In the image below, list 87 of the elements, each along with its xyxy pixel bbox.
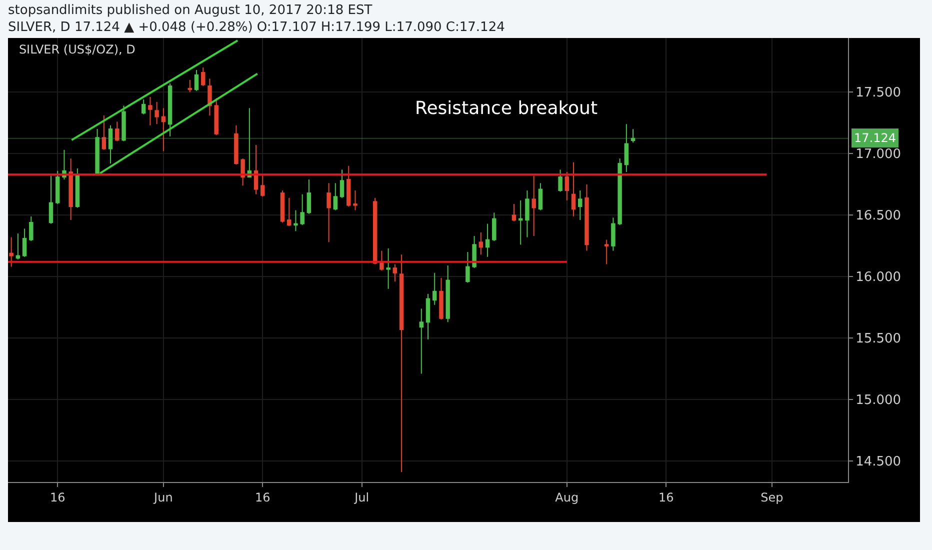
candlestick	[95, 128, 100, 176]
candlestick	[466, 252, 470, 284]
y-tick-label: 14.500	[856, 454, 902, 470]
candlestick	[9, 236, 14, 268]
candlestick	[372, 197, 378, 265]
candlestick	[604, 239, 609, 265]
candlestick	[399, 254, 404, 473]
candlestick	[472, 236, 476, 268]
candlestick	[260, 175, 265, 198]
candlestick	[584, 184, 589, 252]
candlestick	[148, 96, 152, 126]
candlestick	[630, 128, 636, 144]
candlestick	[16, 233, 20, 260]
candlestick	[115, 121, 120, 142]
x-tick-label: Jun	[153, 490, 173, 504]
candlestick	[439, 277, 444, 320]
candlestick	[29, 216, 34, 242]
candlestick	[194, 69, 199, 92]
candlestick	[525, 190, 530, 238]
candlestick	[188, 79, 192, 93]
candlestick	[161, 108, 166, 152]
candlestick	[108, 124, 113, 164]
x-tick-label: Jul	[354, 490, 370, 504]
candlestick	[141, 99, 146, 115]
x-tick-label: 16	[658, 490, 674, 504]
chart-title: SILVER (US$/OZ), D	[18, 42, 136, 57]
candlestick	[333, 182, 338, 211]
candlestick	[55, 170, 60, 205]
candlestick	[426, 293, 430, 340]
candlestick	[611, 217, 616, 252]
candlestick	[353, 190, 358, 211]
candlestick	[340, 169, 344, 198]
candlestick	[306, 178, 312, 214]
candlestick	[102, 114, 106, 150]
candlestick	[294, 210, 298, 232]
candlestick	[168, 83, 172, 137]
candlestick	[214, 98, 218, 136]
candlestick	[518, 200, 523, 246]
y-tick-label: 16.000	[856, 270, 902, 286]
candlestick	[286, 197, 292, 227]
candlestick	[22, 228, 27, 258]
y-tick-label: 17.000	[856, 147, 902, 162]
candlestick	[201, 67, 206, 86]
y-tick-label: 15.500	[856, 332, 902, 347]
candlestick	[512, 204, 516, 222]
candlestick	[154, 101, 159, 125]
candlestick	[618, 158, 622, 226]
candlestick	[419, 308, 424, 374]
candlestick	[48, 175, 54, 224]
text: stopsandlimits published on August 10, 2017 20:18 EST	[8, 3, 372, 18]
x-tick-label: 16	[255, 490, 270, 504]
candlestick	[208, 78, 212, 116]
y-tick-label: 15.000	[856, 393, 902, 408]
chart-subtitle: SILVER, D 17.124 ▲ +0.048 (+0.28%) O:17.107 H:17.199 L:17.090 C:17.124	[8, 20, 505, 35]
candlestick	[571, 162, 576, 217]
candlestick	[446, 265, 450, 323]
candlestick	[300, 194, 304, 226]
ref-line-label: 17.124	[854, 131, 896, 145]
candlestick	[326, 182, 331, 243]
candlestick	[478, 232, 484, 255]
candlestick	[432, 272, 437, 306]
candlestick	[492, 212, 496, 242]
candlestick	[75, 168, 80, 208]
candlestick	[380, 250, 384, 271]
candlestick	[254, 144, 258, 195]
candlestick	[578, 190, 582, 221]
candlestick	[346, 165, 351, 207]
candlestick	[532, 175, 536, 237]
y-tick-label: 16.500	[856, 208, 902, 224]
candlestick	[624, 124, 629, 173]
candlestick	[558, 169, 562, 192]
x-tick-label: Sep	[760, 490, 784, 504]
candlestick	[234, 124, 238, 166]
y-tick-label: 17.500	[856, 86, 902, 101]
candlestick	[538, 182, 543, 211]
candlestick	[240, 158, 245, 186]
x-tick-label: Aug	[555, 490, 579, 504]
candlestick	[247, 108, 252, 178]
candlestick	[68, 158, 73, 221]
candlestick	[122, 105, 126, 142]
candlestick	[564, 172, 570, 201]
x-tick-label: 16	[50, 490, 66, 504]
annotation: Resistance breakout	[415, 98, 598, 119]
candlestick	[280, 190, 285, 223]
candlestick	[386, 248, 390, 290]
candlestick	[392, 264, 398, 282]
candlestick	[485, 223, 490, 258]
